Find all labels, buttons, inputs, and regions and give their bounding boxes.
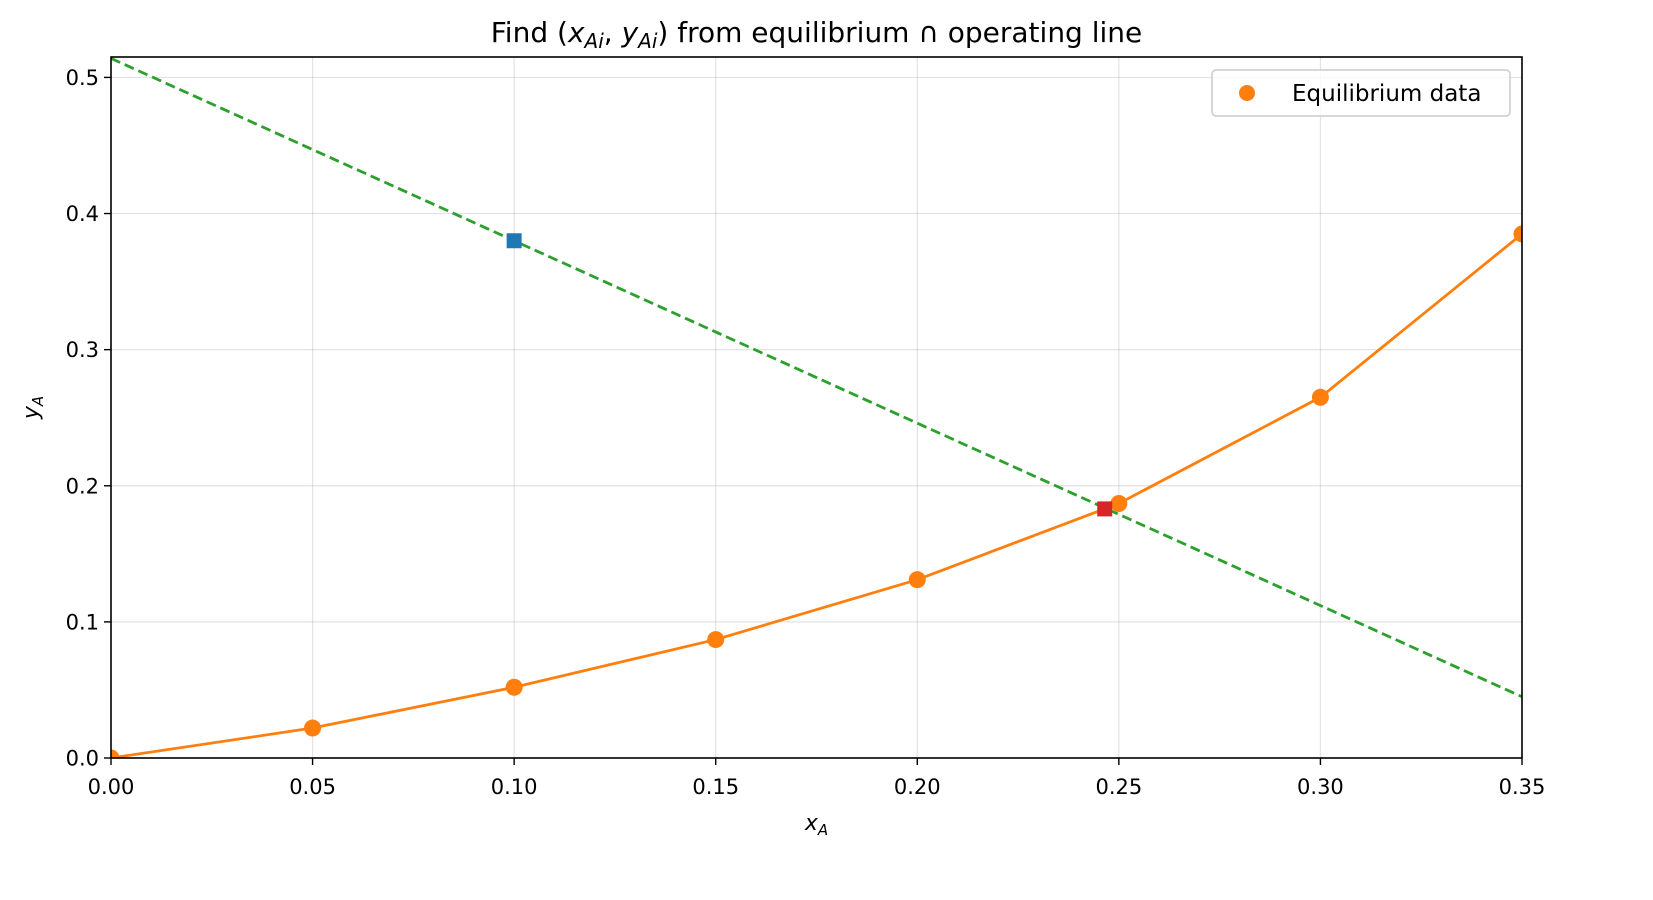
legend-box (1211, 69, 1511, 117)
y-tick-label: 0.4 (66, 202, 99, 226)
y-axis-label-symbol: y (19, 405, 44, 420)
legend-label: Equilibrium data (1292, 81, 1481, 107)
series-clip-group (111, 57, 1522, 758)
title-separator: , (604, 16, 622, 49)
x-tick-label: 0.00 (88, 775, 135, 799)
x-axis-label-subscript: A (817, 821, 828, 839)
title-x-symbol: x (567, 16, 585, 49)
x-tick-label: 0.35 (1499, 775, 1546, 799)
equilibrium-point (1311, 388, 1329, 406)
y-axis-label: yA (19, 396, 47, 420)
legend: Equilibrium data (1211, 69, 1511, 117)
equilibrium-point (1110, 494, 1128, 512)
equilibrium-point (707, 631, 725, 649)
title-prefix: Find ( (491, 16, 568, 49)
points-layer (506, 233, 1113, 517)
y-tick-label: 0.5 (66, 66, 99, 90)
x-tick-label: 0.20 (894, 775, 941, 799)
equilibrium-point (505, 678, 523, 696)
chart-title: Find (xAi, yAi) from equilibrium ∩ opera… (491, 16, 1143, 53)
plot-frame (110, 56, 1523, 759)
y-tick-label: 0.2 (66, 474, 99, 498)
y-axis-label-subscript: A (29, 396, 47, 407)
title-suffix: ) from equilibrium ∩ operating line (657, 16, 1142, 49)
interface-point-marker (1097, 501, 1113, 517)
y-tick-label: 0.0 (66, 747, 99, 771)
equilibrium-point (908, 571, 926, 589)
x-tick-label: 0.30 (1297, 775, 1344, 799)
equilibrium-point (111, 749, 120, 758)
series-layer (111, 57, 1522, 758)
x-tick-label: 0.05 (289, 775, 336, 799)
ticks: 0.00 0.05 0.10 0.15 0.20 0.25 0.30 0.35 0.0 0.1 0.… (66, 66, 1546, 799)
title-x-subscript: Ai (583, 29, 605, 53)
equilibrium-point (304, 719, 322, 737)
title-y-subscript: Ai (636, 29, 658, 53)
equilibrium-curve (111, 232, 1522, 758)
x-axis-label: xA (804, 811, 828, 839)
y-tick-label: 0.1 (66, 610, 99, 634)
title-y-symbol: y (621, 16, 639, 49)
legend-marker (1239, 85, 1255, 101)
equilibrium-point (1513, 225, 1522, 243)
bulk-point-marker (506, 233, 522, 249)
x-tick-label: 0.15 (692, 775, 739, 799)
y-tick-label: 0.3 (66, 338, 99, 362)
operating-line (111, 57, 1522, 699)
x-axis-label-symbol: x (804, 811, 819, 836)
x-tick-label: 0.10 (491, 775, 538, 799)
x-tick-label: 0.25 (1095, 775, 1142, 799)
